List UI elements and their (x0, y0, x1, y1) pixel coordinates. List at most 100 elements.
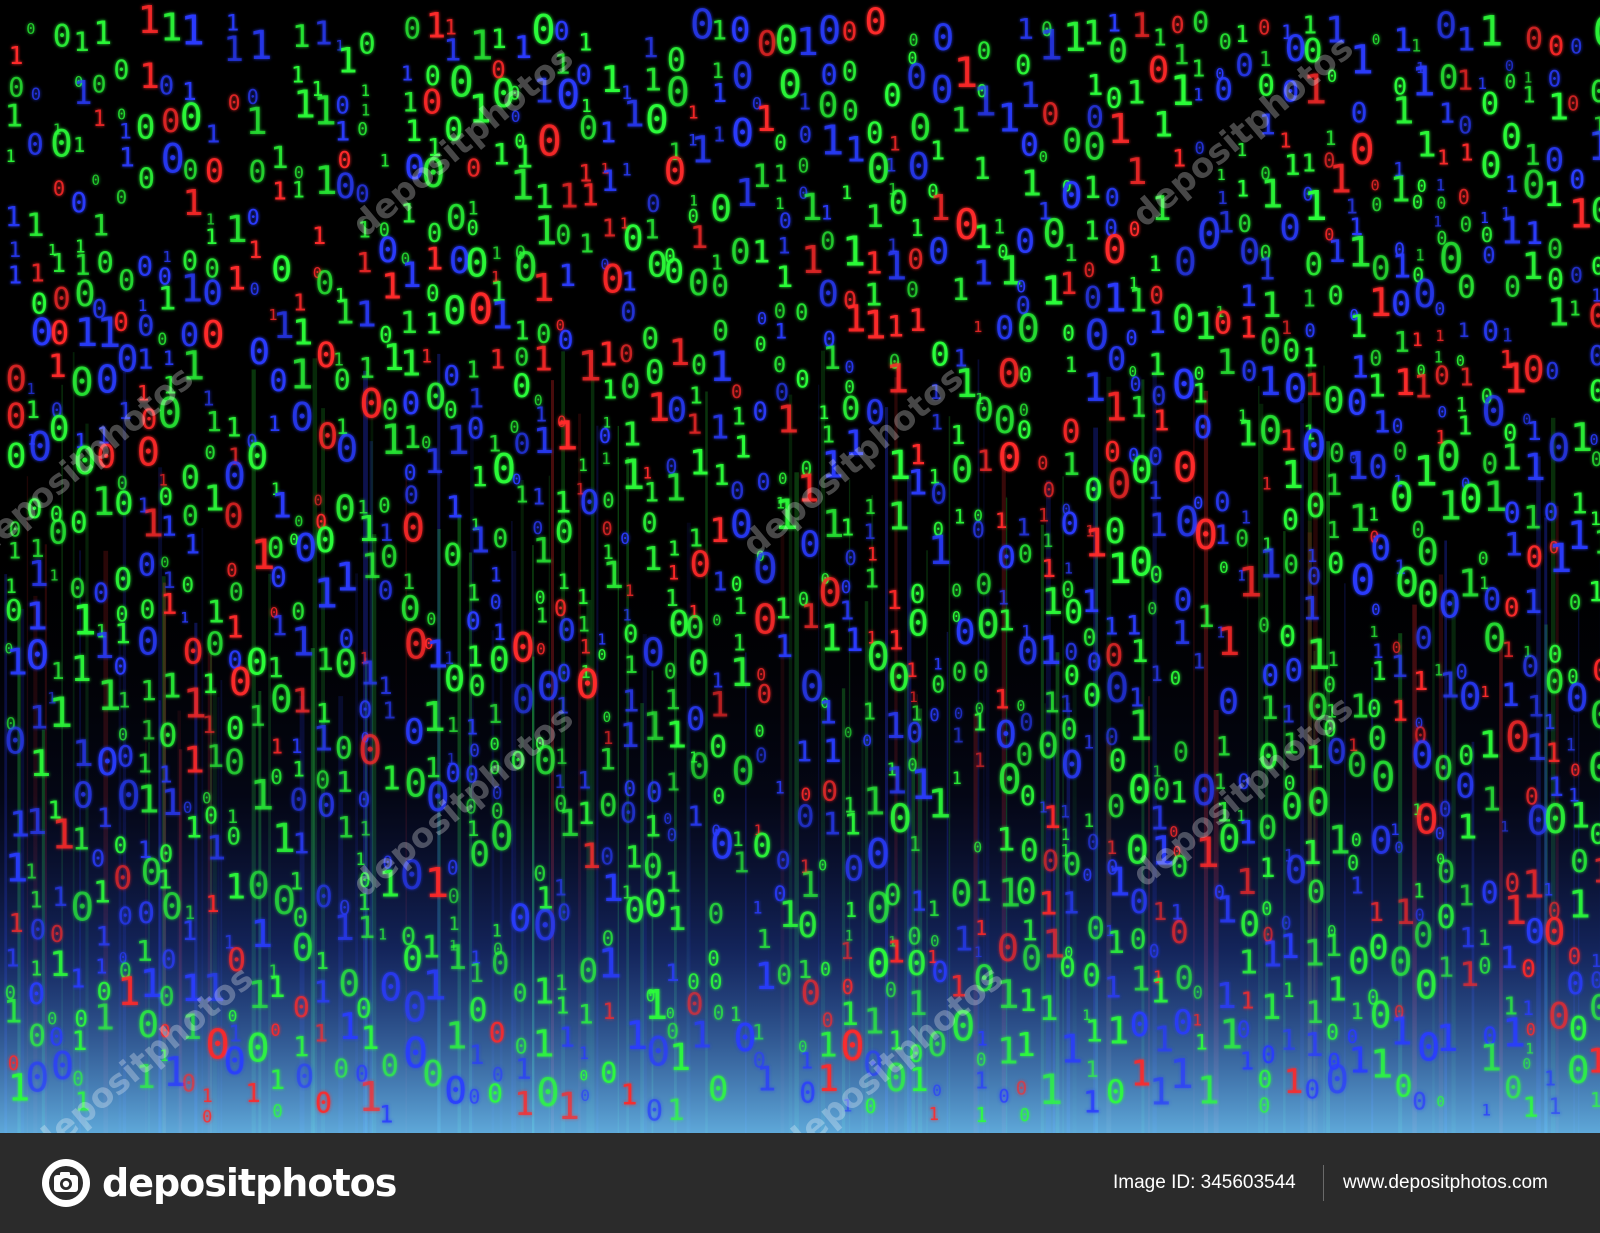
binary-digit: 0 (1106, 856, 1118, 880)
binary-digit: 0 (1019, 363, 1032, 388)
binary-digit: 1 (598, 335, 618, 374)
binary-digit: 1 (426, 6, 447, 46)
binary-digit: 0 (466, 154, 481, 183)
binary-digit: 0 (25, 1056, 49, 1102)
binary-digit: 0 (999, 1086, 1010, 1107)
binary-digit: 1 (206, 890, 220, 918)
binary-digit: 1 (269, 962, 279, 981)
binary-digit: 0 (623, 219, 644, 259)
binary-digit: 1 (361, 81, 371, 100)
binary-digit: 1 (248, 236, 262, 264)
binary-digit: 0 (997, 926, 1020, 970)
binary-digit: 1 (5, 200, 22, 233)
binary-digit: 0 (161, 102, 180, 140)
binary-digit: 0 (444, 659, 466, 700)
binary-digit: 1 (559, 177, 579, 216)
binary-digit: 0 (841, 578, 852, 598)
binary-digit: 1 (70, 649, 92, 690)
binary-digit: 0 (1569, 591, 1581, 615)
binary-digit: 1 (471, 460, 488, 493)
binary-digit: 0 (774, 299, 786, 323)
binary-digit: 0 (906, 58, 927, 98)
binary-digit: 1 (1526, 417, 1541, 447)
binary-digit: 1 (446, 418, 470, 464)
binary-digit: 0 (1021, 938, 1042, 979)
binary-digit: 0 (113, 861, 132, 897)
binary-digit: 1 (96, 621, 107, 642)
binary-digit: 0 (270, 606, 279, 622)
binary-digit: 0 (801, 458, 813, 481)
binary-digit: 1 (1192, 379, 1208, 410)
binary-digit: 1 (603, 729, 614, 749)
binary-digit: 1 (577, 585, 589, 609)
binary-digit: 0 (757, 680, 772, 710)
binary-digit: 1 (160, 510, 177, 543)
binary-digit: 0 (1284, 653, 1303, 689)
binary-digit: 1 (1021, 623, 1031, 643)
binary-digit: 1 (664, 466, 686, 510)
binary-digit: 1 (1259, 853, 1275, 884)
binary-digit: 1 (1016, 1025, 1036, 1064)
binary-digit: 0 (534, 392, 543, 410)
binary-digit: 0 (795, 301, 808, 326)
binary-digit: 0 (997, 352, 1020, 397)
binary-digit: 0 (1439, 58, 1459, 96)
binary-digit: 1 (158, 471, 168, 490)
binary-digit: 1 (884, 244, 908, 290)
binary-digit: 0 (863, 1045, 883, 1084)
binary-digit: 1 (289, 868, 303, 896)
binary-digit: 1 (8, 539, 21, 565)
binary-digit: 1 (602, 541, 614, 564)
binary-digit: 0 (1219, 558, 1229, 577)
binary-digit: 0 (469, 670, 486, 703)
binary-digit: 0 (1087, 648, 1102, 677)
binary-digit: 0 (974, 391, 994, 429)
binary-digit: 0 (447, 857, 459, 880)
binary-digit: 0 (687, 969, 700, 994)
binary-digit: 1 (1103, 276, 1127, 322)
binary-digit: 1 (25, 595, 48, 639)
binary-digit: 0 (5, 641, 14, 657)
binary-digit: 0 (1521, 954, 1536, 983)
binary-digit: 1 (137, 342, 154, 375)
binary-digit: 1 (1084, 216, 1100, 246)
binary-digit: 0 (602, 519, 613, 540)
binary-digit: 1 (887, 309, 904, 343)
binary-digit: 0 (1481, 876, 1499, 911)
binary-digit: 0 (97, 246, 114, 280)
binary-digit: 0 (1570, 166, 1586, 196)
binary-digit: 0 (712, 611, 721, 629)
binary-digit: 0 (798, 184, 808, 203)
binary-digit: 0 (1061, 713, 1078, 746)
binary-digit: 0 (335, 167, 356, 207)
binary-digit: 1 (774, 490, 799, 539)
binary-digit: 0 (1062, 121, 1082, 160)
binary-digit: 0 (1370, 528, 1380, 547)
binary-digit: 1 (1413, 879, 1425, 902)
binary-digit: 0 (26, 20, 35, 38)
binary-digit: 0 (884, 878, 902, 912)
site-url-link[interactable]: www.depositphotos.com (1343, 1172, 1548, 1193)
binary-digit: 0 (315, 511, 327, 534)
binary-digit: 1 (490, 294, 513, 339)
binary-digit: 0 (730, 233, 751, 273)
binary-digit: 1 (776, 494, 785, 512)
binary-digit: 0 (1588, 745, 1600, 791)
binary-digit: 0 (712, 785, 725, 810)
binary-digit: 0 (558, 614, 576, 649)
binary-digit: 1 (887, 495, 910, 540)
binary-digit: 0 (466, 606, 481, 635)
binary-digit: 1 (1525, 216, 1544, 252)
binary-digit: 1 (1571, 486, 1588, 520)
binary-digit: 1 (469, 21, 494, 69)
binary-digit: 0 (30, 913, 47, 946)
binary-digit: 0 (116, 187, 127, 208)
binary-digit: 1 (995, 508, 1008, 533)
binary-digit: 1 (313, 14, 333, 52)
footer-divider (1323, 1165, 1324, 1201)
binary-digit: 1 (1237, 569, 1246, 585)
depositphotos-logo[interactable]: depositphotos (40, 1157, 397, 1209)
binary-digit: 1 (797, 955, 812, 984)
binary-digit: 0 (997, 756, 1022, 804)
binary-digit: 1 (181, 916, 197, 947)
